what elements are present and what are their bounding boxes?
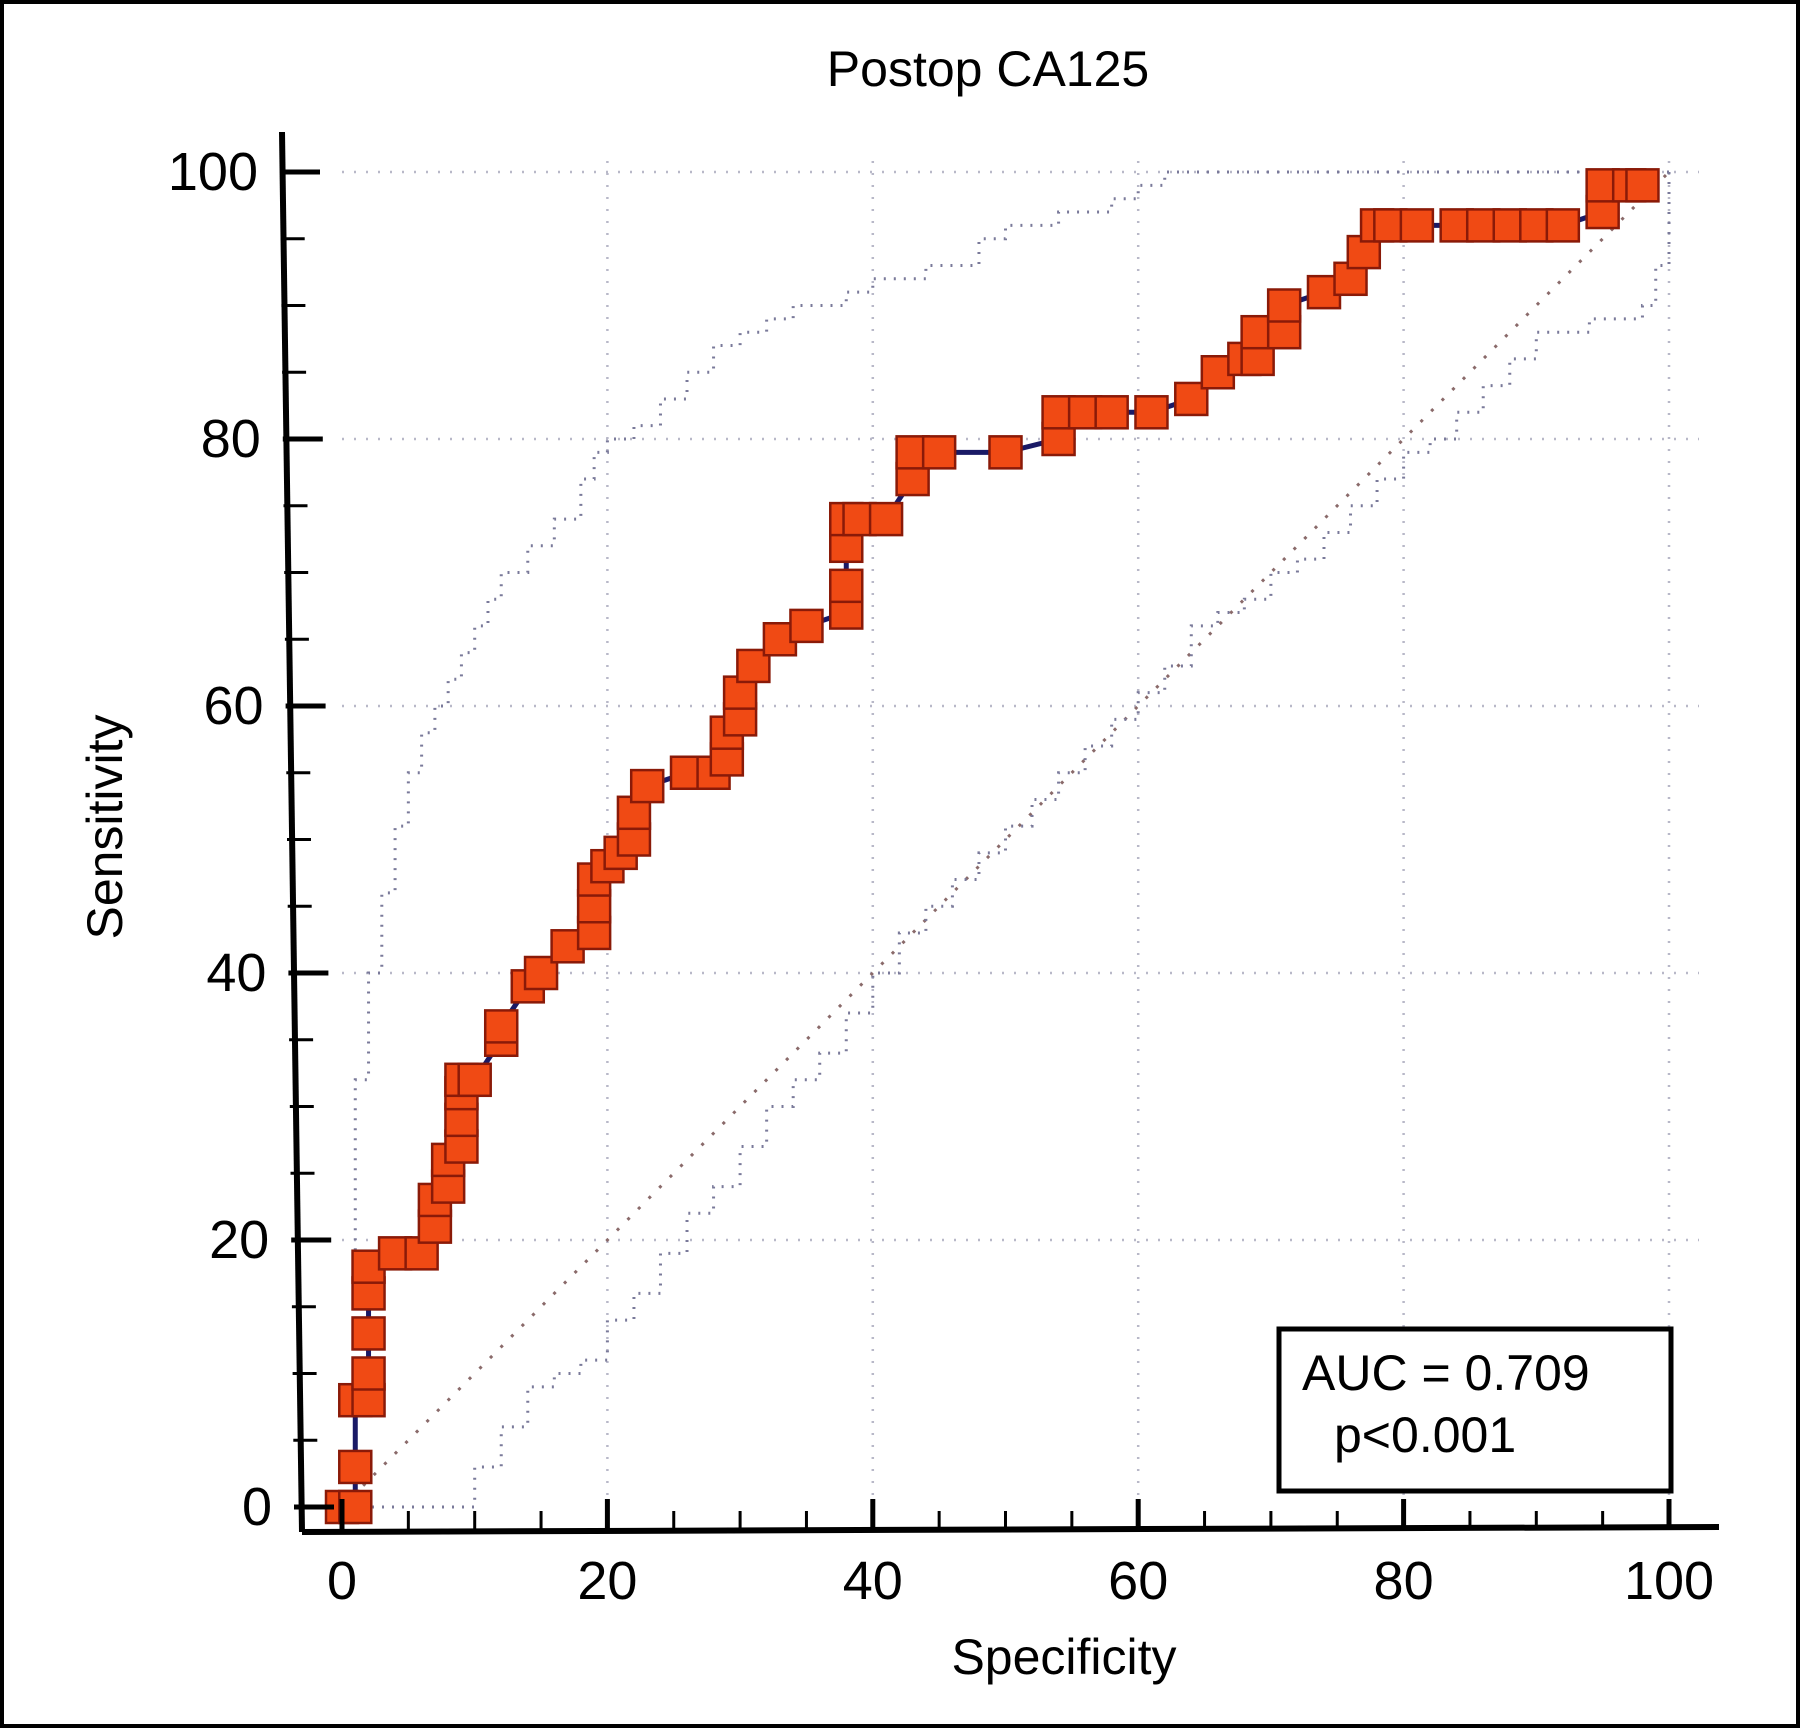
roc-point xyxy=(868,501,904,537)
auc-value: AUC = 0.709 xyxy=(1302,1345,1590,1401)
roc-markers xyxy=(324,168,1660,1525)
roc-point xyxy=(338,1489,373,1525)
x-tick-label: 60 xyxy=(1108,1551,1168,1611)
y-tick-label: 60 xyxy=(204,676,264,736)
x-tick-label: 20 xyxy=(577,1551,637,1611)
roc-point xyxy=(829,568,864,604)
x-axis-line xyxy=(301,1524,1720,1535)
x-tick-label: 40 xyxy=(843,1551,903,1611)
roc-point xyxy=(629,768,665,804)
roc-point xyxy=(351,1356,386,1391)
roc-point xyxy=(483,1009,519,1044)
confidence-bands xyxy=(342,170,1671,1509)
x-tick-label: 100 xyxy=(1624,1551,1714,1611)
y-axis-line xyxy=(279,131,305,1533)
ci-lower-line xyxy=(342,172,1671,1509)
auc-annotation-box xyxy=(1276,1326,1674,1494)
roc-line xyxy=(342,182,1643,1510)
roc-point xyxy=(351,1316,386,1351)
roc-point xyxy=(1134,395,1169,430)
y-tick-label: 100 xyxy=(168,142,258,202)
roc-point xyxy=(988,435,1023,470)
roc-point xyxy=(736,648,771,684)
roc-point xyxy=(1266,288,1302,323)
y-tick-label: 80 xyxy=(201,409,261,469)
y-axis-label: Sensitivity xyxy=(77,714,133,939)
roc-point xyxy=(1625,168,1660,203)
p-value: p<0.001 xyxy=(1334,1407,1516,1463)
chart-title: Postop CA125 xyxy=(827,41,1149,97)
tick-labels: 0 20 40 60 80 100 0 20 40 60 80 100 xyxy=(168,142,1714,1611)
roc-point xyxy=(921,435,957,470)
roc-point xyxy=(1545,208,1581,243)
roc-point xyxy=(1094,395,1129,430)
roc-point xyxy=(338,1449,373,1485)
roc-chart: 0 20 40 60 80 100 0 20 40 60 80 100 Postop CA125 Sp… xyxy=(77,41,1720,1685)
roc-point xyxy=(457,1062,492,1098)
gridlines xyxy=(342,152,1699,1507)
y-tick-label: 40 xyxy=(206,943,266,1003)
roc-point xyxy=(789,608,824,644)
roc-point xyxy=(1399,208,1435,243)
y-tick-label: 20 xyxy=(209,1210,269,1270)
roc-curve xyxy=(342,182,1643,1510)
x-tick-label: 0 xyxy=(327,1551,357,1611)
x-tick-label: 80 xyxy=(1374,1551,1434,1611)
x-axis-label: Specificity xyxy=(951,1629,1176,1685)
ci-upper-line xyxy=(342,170,1669,1509)
axes xyxy=(279,131,1720,1535)
auc-annotation: AUC = 0.709 p<0.001 xyxy=(1276,1326,1674,1494)
y-tick-label: 0 xyxy=(242,1477,272,1537)
